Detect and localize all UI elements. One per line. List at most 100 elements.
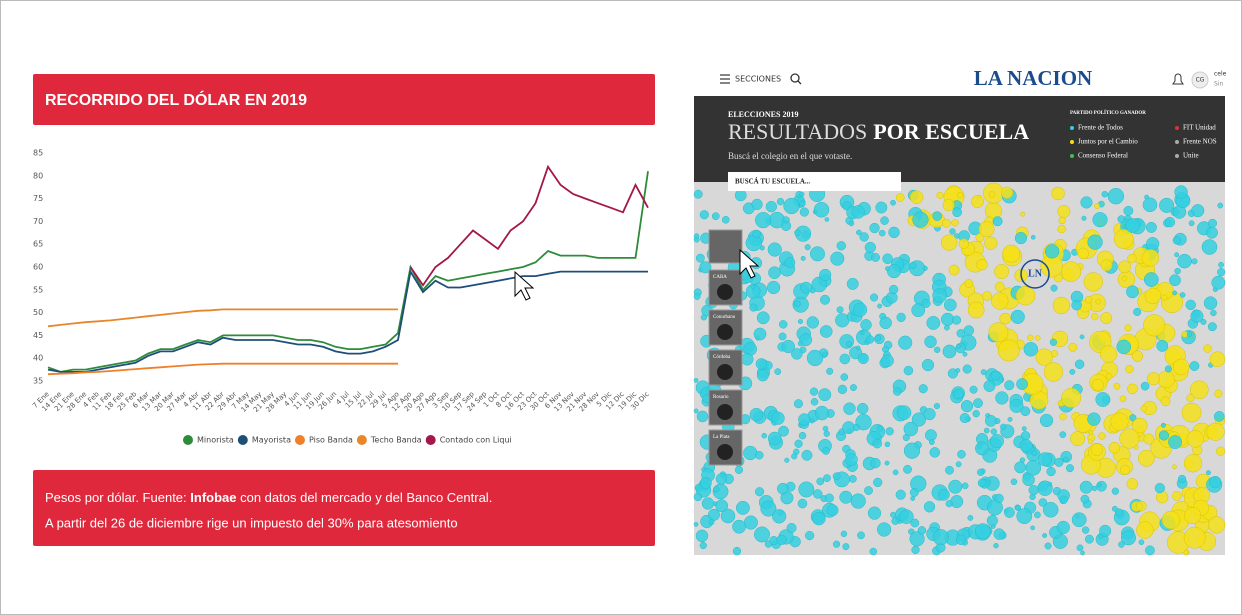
map-dot <box>1145 288 1161 304</box>
map-dot <box>987 515 998 526</box>
map-dot <box>807 317 819 329</box>
map-dot <box>1214 411 1224 421</box>
map-dot <box>1070 369 1075 374</box>
map-dot <box>1021 431 1030 440</box>
map-dot <box>984 380 995 391</box>
map-dot <box>768 267 780 279</box>
map-dot <box>744 516 758 530</box>
map-dot <box>897 313 906 322</box>
party-label: Consenso Federal <box>1078 152 1128 160</box>
map-dot <box>868 507 881 520</box>
map-dot <box>943 199 954 210</box>
map-dot <box>750 304 757 311</box>
map-dot <box>1008 417 1012 421</box>
map-dot <box>996 392 1009 405</box>
map-dot <box>1098 433 1105 440</box>
region-label: Rosario <box>713 395 729 400</box>
map-dot <box>993 217 1002 226</box>
map-dot <box>694 293 700 299</box>
map-dot <box>1161 423 1165 427</box>
region-button[interactable] <box>709 230 742 263</box>
title-light: RESULTADOS <box>728 119 867 144</box>
map-dot <box>852 205 865 218</box>
map-dot <box>953 208 962 217</box>
map-dot <box>1144 434 1155 445</box>
map-dot <box>787 523 796 532</box>
map-dot <box>983 291 992 300</box>
map-dot <box>1016 378 1027 389</box>
map-dot <box>826 368 833 375</box>
map-dot <box>890 512 895 517</box>
map-dot <box>746 235 762 251</box>
map-dot <box>956 344 961 349</box>
map-dot <box>893 387 901 395</box>
map-dot <box>957 329 965 337</box>
map-dot <box>949 265 959 275</box>
map-dot <box>1023 474 1035 486</box>
map-dot <box>1044 363 1063 382</box>
legend-swatch <box>357 435 367 445</box>
map-dot <box>911 519 919 527</box>
map-dot <box>1077 545 1083 551</box>
map-dot <box>800 192 804 196</box>
map-dot <box>815 406 829 420</box>
map-dot <box>853 424 860 431</box>
party-label: Juntos por el Cambio <box>1078 138 1138 146</box>
map-dot <box>823 474 830 481</box>
map-dot <box>772 412 785 425</box>
map-dot <box>887 264 901 278</box>
banner-title: RESULTADOSPOR ESCUELA <box>728 119 1029 144</box>
map-dot <box>1126 286 1138 298</box>
map-dot <box>1078 248 1089 259</box>
map-dot <box>696 254 704 262</box>
map-dot <box>810 388 818 396</box>
map-dot <box>941 313 954 326</box>
map-dot <box>956 535 966 545</box>
map-dot <box>1184 507 1200 523</box>
map-dot <box>735 466 743 474</box>
map-dot <box>871 253 879 261</box>
party-label: Unite <box>1183 152 1199 160</box>
map-dot <box>877 304 881 308</box>
map-dot <box>812 512 825 525</box>
map-dot <box>1111 413 1129 431</box>
map-dot <box>1147 372 1160 385</box>
map-dot <box>1069 343 1077 351</box>
map-dot <box>1102 191 1108 197</box>
region-shape <box>717 284 733 300</box>
menu-label[interactable]: SECCIONES <box>735 75 781 84</box>
y-tick-label: 75 <box>33 194 43 203</box>
map-dot <box>1173 291 1177 295</box>
map-dot <box>1191 310 1204 323</box>
map-dot <box>889 285 898 294</box>
map-dot <box>1168 435 1181 448</box>
map-dot <box>1003 245 1020 262</box>
map-dot <box>941 235 957 251</box>
map-dot <box>870 548 877 555</box>
map-dot <box>1062 388 1081 407</box>
map-dot <box>1207 423 1225 441</box>
map-dot <box>1087 413 1100 426</box>
map-dot <box>960 413 970 423</box>
map-dot <box>794 301 800 307</box>
legend-label: Techo Banda <box>370 436 422 445</box>
legend-swatch <box>426 435 436 445</box>
site-logo[interactable]: LA NACION <box>974 66 1092 90</box>
map-dot <box>1122 276 1127 281</box>
footer-note: Pesos por dólar. Fuente: Infobae con dat… <box>45 490 492 505</box>
map-dot <box>930 447 940 457</box>
map-dot <box>801 256 805 260</box>
map-dot <box>864 486 872 494</box>
map-dot <box>1127 478 1138 489</box>
map-dot <box>1020 440 1033 453</box>
map-dot <box>945 466 953 474</box>
y-tick-label: 80 <box>33 171 43 180</box>
map-dot <box>925 336 937 348</box>
map-dot <box>768 243 782 257</box>
y-tick-label: 60 <box>33 263 43 272</box>
map-dot <box>1117 340 1131 354</box>
map-dot <box>1206 470 1210 474</box>
map-dot <box>1082 216 1087 221</box>
map-dot <box>825 494 834 503</box>
map-dot <box>912 304 925 317</box>
